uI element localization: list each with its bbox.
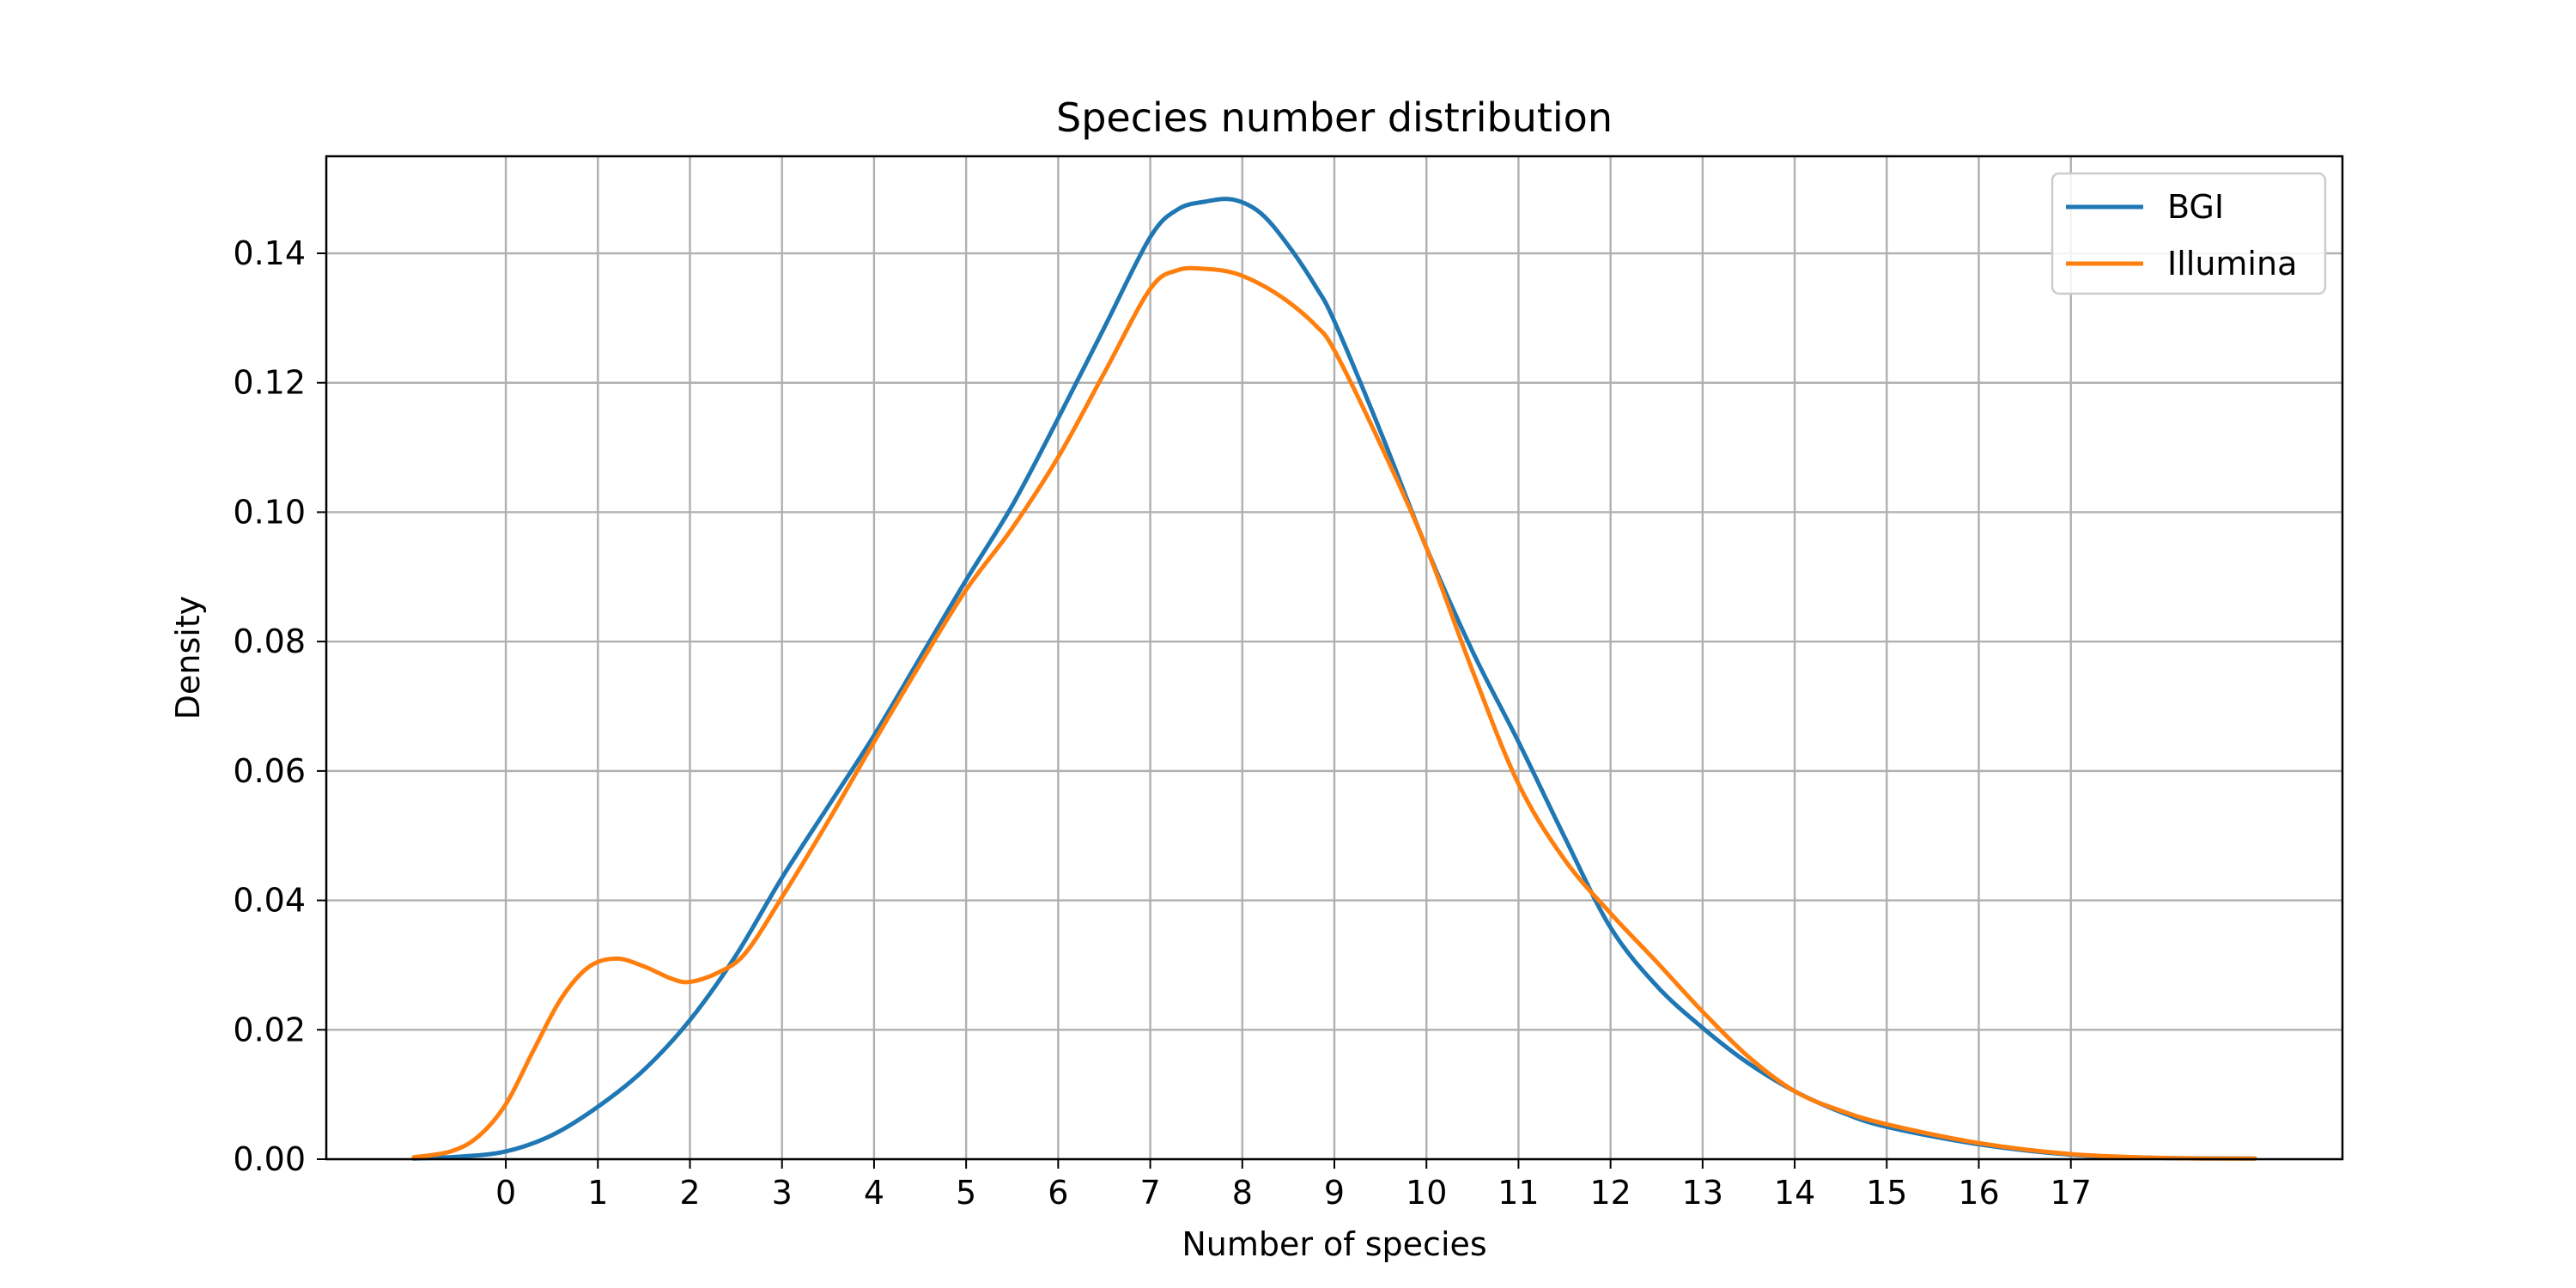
chart-title: Species number distribution	[1056, 94, 1613, 141]
x-tick-label: 6	[1048, 1174, 1068, 1212]
y-tick-label: 0.14	[233, 234, 306, 272]
x-tick-label: 9	[1324, 1174, 1345, 1212]
y-tick-label: 0.06	[233, 752, 306, 790]
x-axis-label: Number of species	[1182, 1225, 1486, 1263]
x-tick-label: 2	[679, 1174, 700, 1212]
x-tick-label: 11	[1498, 1174, 1539, 1212]
x-tick-label: 10	[1406, 1174, 1447, 1212]
x-tick-label: 15	[1866, 1174, 1907, 1212]
x-tick-label: 14	[1774, 1174, 1815, 1212]
x-tick-label: 4	[864, 1174, 884, 1212]
x-tick-label: 0	[495, 1174, 516, 1212]
x-tick-label: 7	[1139, 1174, 1160, 1212]
y-tick-label: 0.12	[233, 364, 306, 402]
legend-label-bgi: BGI	[2167, 188, 2224, 226]
axis-ticks: 0 1 2 3 4 5 6 7 8 9 10 11 12 13 14 15 16 170.000.020.040.…	[233, 234, 2092, 1212]
x-tick-label: 8	[1232, 1174, 1253, 1212]
legend-label-illumina: Illumina	[2167, 245, 2297, 283]
x-tick-label: 17	[2050, 1174, 2092, 1212]
legend: BGI Illumina	[2050, 172, 2327, 295]
y-axis-label: Density	[169, 596, 207, 720]
y-tick-label: 0.02	[233, 1011, 306, 1048]
x-tick-label: 16	[1958, 1174, 1999, 1212]
x-tick-label: 13	[1682, 1174, 1723, 1212]
x-tick-label: 3	[772, 1174, 793, 1212]
y-tick-label: 0.04	[233, 882, 306, 920]
x-tick-label: 5	[956, 1174, 976, 1212]
x-tick-label: 12	[1589, 1174, 1631, 1212]
y-tick-label: 0.10	[233, 493, 306, 531]
series-lines	[411, 197, 2257, 1161]
series-line-illumina	[411, 265, 2257, 1161]
y-tick-label: 0.00	[233, 1140, 306, 1178]
x-tick-label: 1	[587, 1174, 608, 1212]
y-tick-label: 0.08	[233, 623, 306, 660]
